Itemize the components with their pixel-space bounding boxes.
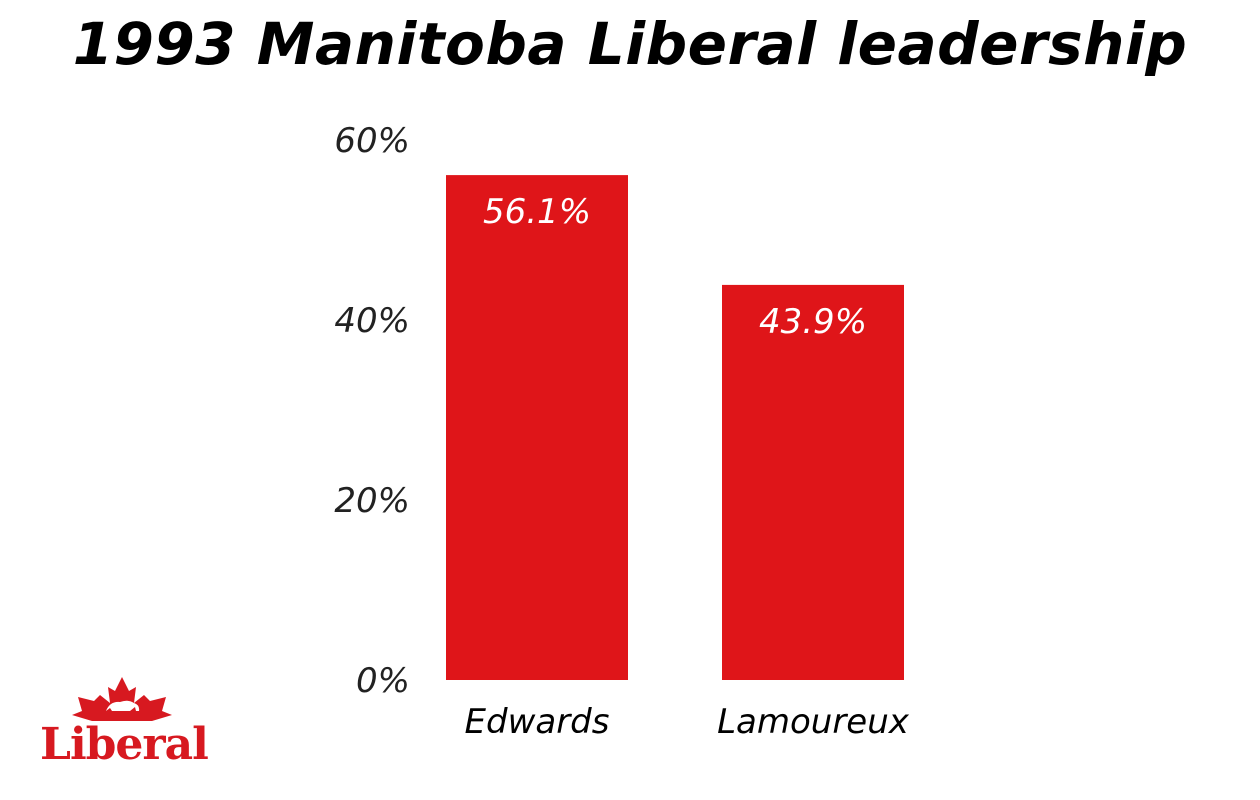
maple-leaf-icon	[72, 677, 172, 721]
y-tick-label: 60%	[334, 121, 410, 161]
y-tick-label: 20%	[334, 481, 410, 521]
category-labels: Edwards Lamoureux	[465, 702, 910, 742]
category-label: Lamoureux	[717, 702, 910, 742]
liberal-logo: Liberal	[40, 675, 209, 775]
bar-lamoureux	[722, 284, 904, 680]
bar-edwards	[446, 175, 628, 680]
chart-title: 1993 Manitoba Liberal leadership	[72, 10, 1188, 78]
bar-value-label: 56.1%	[483, 192, 591, 232]
bar-value-label: 43.9%	[759, 302, 867, 342]
y-axis-ticks: 0% 20% 40% 60%	[334, 121, 410, 701]
category-label: Edwards	[465, 702, 610, 742]
y-tick-label: 0%	[356, 661, 410, 701]
bars	[446, 175, 904, 680]
logo-wordmark: Liberal	[40, 719, 209, 770]
y-tick-label: 40%	[334, 301, 410, 341]
bar-value-labels: 56.1% 43.9%	[483, 192, 867, 342]
